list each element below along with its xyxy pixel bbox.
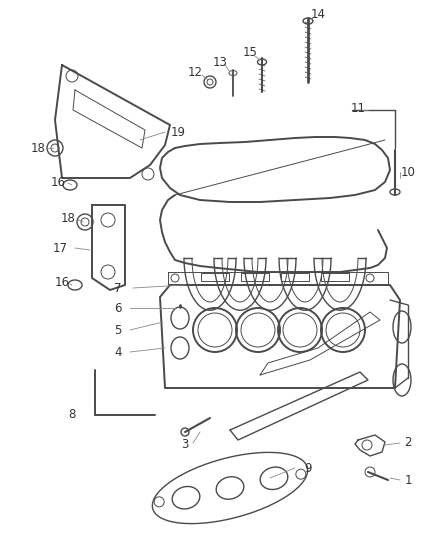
- Text: 2: 2: [404, 437, 412, 449]
- Bar: [321, 273, 349, 281]
- Text: 14: 14: [311, 9, 325, 21]
- Text: 1: 1: [404, 473, 412, 487]
- Text: 16: 16: [54, 276, 70, 288]
- Text: 4: 4: [114, 345, 122, 359]
- Text: 8: 8: [68, 408, 76, 422]
- Text: 15: 15: [243, 45, 258, 59]
- Text: 9: 9: [304, 462, 312, 474]
- Bar: [281, 273, 309, 281]
- Text: 6: 6: [114, 302, 122, 314]
- Text: 19: 19: [170, 125, 186, 139]
- Text: 16: 16: [50, 175, 66, 189]
- Text: 3: 3: [181, 439, 189, 451]
- Text: 17: 17: [53, 241, 67, 254]
- Bar: [201, 273, 229, 281]
- Text: 5: 5: [114, 324, 122, 336]
- Text: 11: 11: [350, 101, 365, 115]
- Text: 10: 10: [401, 166, 415, 179]
- Text: 13: 13: [212, 55, 227, 69]
- Text: 7: 7: [114, 281, 122, 295]
- Text: 18: 18: [31, 141, 46, 155]
- Bar: [241, 273, 269, 281]
- Text: 18: 18: [60, 212, 75, 224]
- Text: 12: 12: [187, 66, 202, 78]
